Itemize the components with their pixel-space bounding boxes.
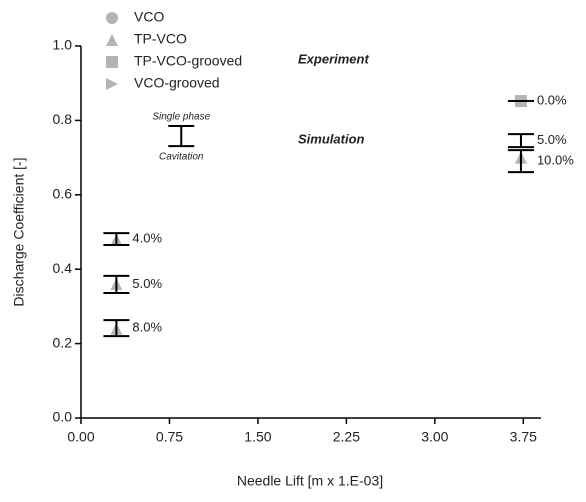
range-label: 4.0% [132, 231, 162, 246]
range-label: 5.0% [537, 132, 567, 147]
x-tick-label: 1.50 [244, 429, 271, 445]
y-tick-label: 0.4 [53, 260, 73, 276]
y-tick-label: 0.6 [53, 186, 73, 202]
x-tick-label: 0.00 [67, 429, 94, 445]
x-tick-label: 3.75 [510, 429, 537, 445]
legend-label: TP-VCO [134, 31, 187, 47]
x-tick-label: 2.25 [333, 429, 360, 445]
x-axis-label: Needle Lift [m x 1.E-03] [237, 473, 383, 489]
legend-label: TP-VCO-grooved [134, 53, 242, 69]
range-label: 8.0% [132, 320, 162, 335]
x-tick-label: 0.75 [156, 429, 183, 445]
y-axis-label: Discharge Coefficient [-] [11, 157, 27, 306]
experiment-label: Experiment [298, 51, 369, 66]
legend-label: VCO [134, 9, 164, 25]
y-tick-label: 0.8 [53, 111, 73, 127]
y-tick-label: 0.2 [53, 334, 73, 350]
key-high-label: Single phase [152, 112, 210, 123]
legend-marker [106, 34, 118, 46]
legend-marker [106, 78, 118, 90]
simulation-label: Simulation [298, 131, 365, 146]
legend-label: VCO-grooved [134, 75, 220, 91]
range-label: 5.0% [132, 276, 162, 291]
x-tick-label: 3.00 [421, 429, 448, 445]
range-label: 0.0% [537, 92, 567, 107]
y-tick-label: 0.0 [53, 409, 73, 425]
key-low-label: Cavitation [159, 152, 204, 163]
legend-marker [106, 12, 118, 24]
range-label: 10.0% [537, 153, 574, 168]
legend-marker [106, 56, 118, 68]
y-tick-label: 1.0 [53, 37, 73, 53]
